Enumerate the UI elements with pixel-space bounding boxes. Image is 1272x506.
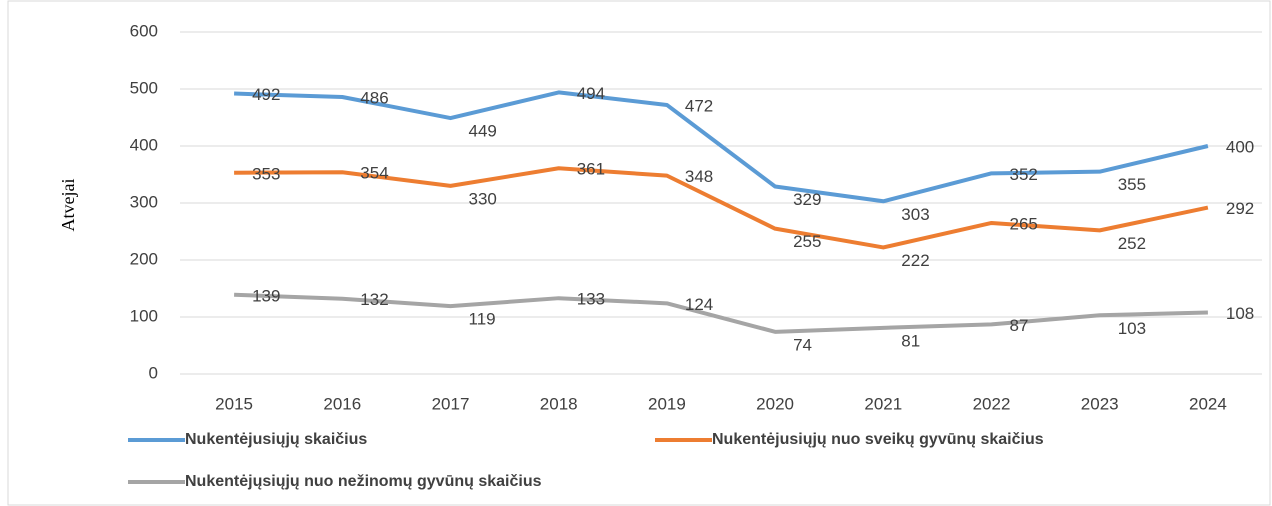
x-tick-label: 2016: [323, 394, 361, 413]
x-tick-label: 2021: [864, 394, 902, 413]
data-label: 486: [360, 88, 388, 107]
data-label: 361: [577, 160, 605, 179]
data-label: 329: [793, 190, 821, 209]
x-tick-label: 2022: [973, 394, 1011, 413]
data-label: 119: [469, 310, 496, 329]
legend-label: Nukentėjusiųjų nuo sveikų gyvūnų skaičiu…: [712, 431, 1044, 448]
y-tick-label: 200: [130, 249, 158, 268]
x-tick-label: 2017: [432, 394, 470, 413]
y-tick-label: 0: [149, 363, 158, 382]
chart-frame: [7, 0, 1271, 506]
data-label: 87: [1010, 316, 1029, 335]
data-label: 139: [252, 286, 280, 305]
data-label: 355: [1118, 175, 1146, 194]
y-tick-label: 400: [130, 135, 158, 154]
data-label: 222: [901, 251, 929, 270]
x-tick-label: 2020: [756, 394, 794, 413]
series-line: [234, 90, 1209, 204]
y-tick-label: 100: [130, 306, 158, 325]
data-label: 74: [793, 335, 812, 354]
series-line: [234, 166, 1209, 250]
data-label: 494: [577, 84, 605, 103]
y-tick-label: 500: [130, 78, 158, 97]
data-label: 353: [252, 164, 280, 183]
data-label: 132: [360, 290, 388, 309]
data-label: 449: [469, 122, 497, 141]
x-tick-label: 2024: [1189, 394, 1227, 413]
data-label: 330: [469, 189, 497, 208]
legend-label: Nukentėjųsiųjų nuo nežinomų gyvūnų skaič…: [185, 473, 542, 490]
y-axis-title: Atvejai: [58, 179, 78, 232]
x-tick-label: 2019: [648, 394, 686, 413]
y-tick-label: 300: [130, 192, 158, 211]
data-label: 265: [1010, 214, 1038, 233]
series-line: [234, 292, 1208, 334]
data-label: 108: [1226, 304, 1254, 323]
data-label: 133: [577, 290, 605, 309]
data-label: 352: [1010, 165, 1038, 184]
data-label: 492: [252, 85, 280, 104]
x-tick-label: 2018: [540, 394, 578, 413]
data-label: 348: [685, 167, 713, 186]
legend-label: Nukentėjusiųjų skaičius: [185, 431, 367, 448]
data-label: 103: [1118, 319, 1146, 338]
data-label: 81: [901, 331, 920, 350]
data-label: 303: [901, 205, 929, 224]
data-label: 255: [793, 232, 821, 251]
data-label: 292: [1226, 199, 1254, 218]
x-tick-label: 2023: [1081, 394, 1119, 413]
data-label: 252: [1118, 234, 1146, 253]
x-tick-label: 2015: [215, 394, 253, 413]
data-label: 472: [685, 96, 713, 115]
data-label: 400: [1226, 137, 1254, 156]
y-tick-label: 600: [130, 21, 158, 40]
data-label: 124: [685, 295, 713, 314]
data-label: 354: [360, 164, 388, 183]
